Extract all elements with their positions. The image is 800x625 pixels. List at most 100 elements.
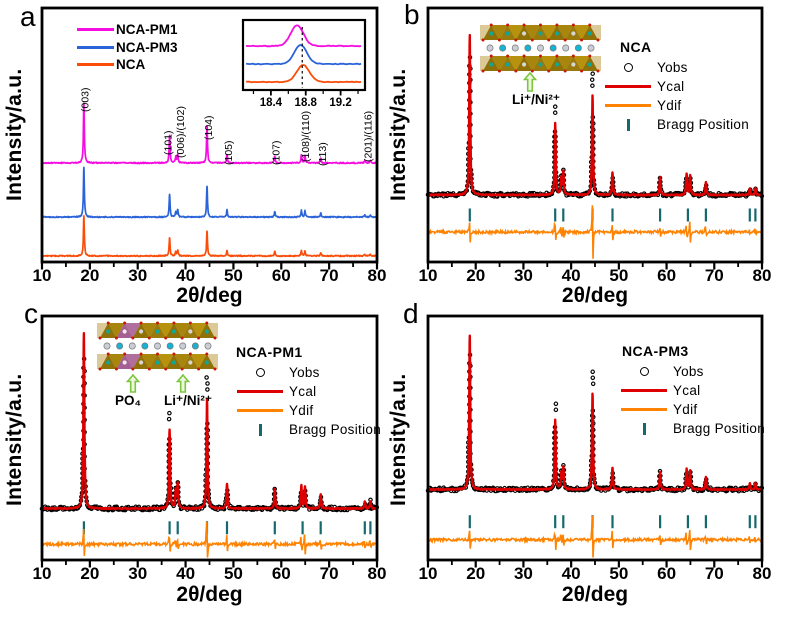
svg-text:20: 20 xyxy=(466,266,485,285)
svg-text:60: 60 xyxy=(657,564,676,583)
svg-text:30: 30 xyxy=(514,266,533,285)
legend-label: Ycal xyxy=(289,384,317,399)
svg-text:40: 40 xyxy=(562,564,581,583)
svg-text:20: 20 xyxy=(80,266,99,285)
legend-item-nca-pm3: NCA-PM3 xyxy=(77,39,178,57)
x-axis-label-b: 2θ/deg xyxy=(561,284,629,307)
x-axis-label-d: 2θ/deg xyxy=(561,583,629,606)
svg-text:30: 30 xyxy=(128,266,147,285)
legend-panel-d: NCA-PM3 Yobs Ycal Ydif Bragg Position xyxy=(620,343,765,438)
legend-label: Bragg Position xyxy=(289,422,382,437)
svg-text:(101): (101) xyxy=(162,130,174,155)
svg-text:40: 40 xyxy=(176,266,195,285)
svg-text:60: 60 xyxy=(657,266,676,285)
legend-label: Yobs xyxy=(289,365,320,380)
svg-text:18.4: 18.4 xyxy=(260,97,283,109)
legend-item-ycal: Ycal xyxy=(236,382,381,401)
svg-text:70: 70 xyxy=(705,266,724,285)
orange-line-swatch xyxy=(621,408,667,411)
y-axis-label-b: Intensity/a.u. xyxy=(387,68,410,202)
svg-text:(105): (105) xyxy=(223,140,235,165)
panel-b-plot: 10 20 30 40 50 60 70 80 xyxy=(419,6,771,285)
bragg-tick-swatch xyxy=(626,118,630,131)
svg-text:10: 10 xyxy=(419,266,438,285)
svg-text:30: 30 xyxy=(128,564,147,583)
legend-label: NCA xyxy=(116,57,146,73)
legend-item-nca-pm1: NCA-PM1 xyxy=(77,21,178,39)
svg-text:20: 20 xyxy=(80,564,99,583)
svg-text:(003): (003) xyxy=(80,87,92,112)
legend-label: Ycal xyxy=(657,79,685,94)
red-line-swatch xyxy=(237,390,283,393)
svg-text:30: 30 xyxy=(514,564,533,583)
x-axis-label-c: 2θ/deg xyxy=(176,583,243,606)
svg-text:(104): (104) xyxy=(203,115,215,140)
crystal-structure-c xyxy=(97,321,218,371)
legend-item-bragg: Bragg Position xyxy=(236,420,381,439)
legend-item-ydif: Ydif xyxy=(236,401,381,420)
legend-label: Yobs xyxy=(657,60,688,75)
svg-text:(108)/(110): (108)/(110) xyxy=(300,111,312,162)
legend-item-yobs: Yobs xyxy=(236,363,381,382)
li-ni-mixing-label-b: Li⁺/Ni²⁺ xyxy=(512,92,560,107)
panel-a-plot: (003) (101) (006)/(102) (104) (105) (107) (108… xyxy=(33,6,387,285)
legend-panel-b: NCA Yobs Ycal Ydif Bragg Position xyxy=(604,39,749,134)
legend-label: Ydif xyxy=(289,403,314,418)
sample-title: NCA-PM1 xyxy=(236,344,303,360)
orange-line-swatch xyxy=(605,104,651,107)
legend-label: NCA-PM1 xyxy=(116,22,178,38)
red-line-swatch xyxy=(605,85,651,88)
svg-text:10: 10 xyxy=(419,564,438,583)
open-circle-marker-icon xyxy=(639,367,649,376)
legend-label: Bragg Position xyxy=(673,421,766,436)
svg-text:70: 70 xyxy=(705,564,724,583)
legend-label: Ydif xyxy=(673,402,698,417)
legend-label: Ydif xyxy=(657,98,682,113)
legend-panel-c: NCA-PM1 Yobs Ycal Ydif Bragg Position xyxy=(236,344,381,439)
svg-text:70: 70 xyxy=(320,564,339,583)
li-ni-arrow-c xyxy=(175,373,191,393)
y-axis-label-a: Intensity/a.u. xyxy=(3,68,26,202)
y-axis-label-d: Intensity/a.u. xyxy=(387,373,410,507)
open-circle-marker-icon xyxy=(623,63,633,72)
li-ni-mixing-label-c: Li⁺/Ni²⁺ xyxy=(164,393,212,408)
svg-text:50: 50 xyxy=(224,564,243,583)
svg-text:(006)/(102): (006)/(102) xyxy=(175,106,187,158)
svg-text:80: 80 xyxy=(368,564,387,583)
open-circle-marker-icon xyxy=(255,368,265,377)
svg-text:18.8: 18.8 xyxy=(295,97,318,109)
legend-label: NCA-PM3 xyxy=(116,39,178,55)
svg-text:(113): (113) xyxy=(317,142,329,166)
svg-text:19.2: 19.2 xyxy=(329,97,351,109)
legend-item-bragg: Bragg Position xyxy=(620,419,765,438)
x-axis-label-a: 2θ/deg xyxy=(176,284,243,307)
svg-text:(107): (107) xyxy=(271,140,283,165)
svg-text:20: 20 xyxy=(466,564,485,583)
svg-text:70: 70 xyxy=(320,266,339,285)
svg-text:80: 80 xyxy=(753,564,772,583)
svg-text:80: 80 xyxy=(368,266,387,285)
legend-item-bragg: Bragg Position xyxy=(604,115,749,134)
legend-item-yobs: Yobs xyxy=(620,362,765,381)
panel-d-letter: d xyxy=(403,298,419,329)
svg-text:50: 50 xyxy=(224,266,243,285)
panel-a-inset: 18.4 18.8 19.2 xyxy=(241,18,367,109)
svg-text:60: 60 xyxy=(272,564,291,583)
nca-pm1-line-swatch xyxy=(77,28,114,32)
svg-text:60: 60 xyxy=(272,266,291,285)
nca-line-swatch xyxy=(77,63,114,67)
panel-b-letter: b xyxy=(404,0,420,30)
legend-item-yobs: Yobs xyxy=(604,58,749,77)
orange-line-swatch xyxy=(237,409,283,412)
svg-text:10: 10 xyxy=(33,266,52,285)
po4-label-c: PO₄ xyxy=(115,393,141,408)
bragg-tick-swatch xyxy=(258,423,262,436)
panel-d-plot: 10 20 30 40 50 60 70 80 xyxy=(419,314,772,583)
nca-pm3-line-swatch xyxy=(77,45,114,49)
legend-item-ycal: Ycal xyxy=(620,381,765,400)
po4-arrow-c xyxy=(125,373,141,393)
sample-title: NCA xyxy=(620,39,652,55)
svg-text:40: 40 xyxy=(562,266,581,285)
crystal-structure-b xyxy=(480,23,601,73)
